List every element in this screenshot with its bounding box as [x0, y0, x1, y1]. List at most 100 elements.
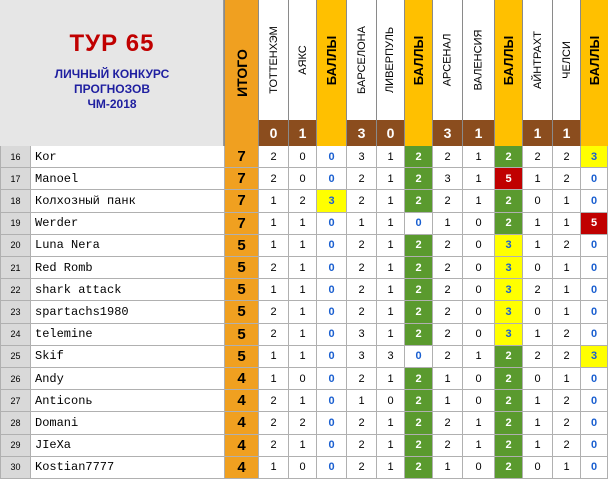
- participant-total: 5: [224, 345, 258, 368]
- match-result-cell: 1: [522, 120, 552, 146]
- points-cell: 2: [494, 146, 522, 169]
- prediction-cell: 1: [258, 234, 288, 257]
- prediction-cell: 0: [462, 368, 494, 391]
- prediction-cell: 1: [376, 412, 404, 435]
- points-cell: 0: [316, 146, 346, 169]
- participant-total: 4: [224, 368, 258, 391]
- prediction-cell: 1: [288, 323, 316, 346]
- prediction-cell: 1: [552, 279, 580, 302]
- points-cell: 2: [494, 390, 522, 413]
- prediction-cell: 2: [432, 412, 462, 435]
- points-cell: 0: [580, 323, 608, 346]
- points-cell: 0: [580, 234, 608, 257]
- prediction-cell: 3: [376, 345, 404, 368]
- participant-total: 7: [224, 190, 258, 213]
- prediction-cell: 1: [462, 434, 494, 457]
- prediction-cell: 1: [552, 301, 580, 324]
- prediction-cell: 1: [522, 323, 552, 346]
- prediction-cell: 1: [258, 368, 288, 391]
- column-header-label: БАЛЛЫ: [501, 35, 516, 85]
- prediction-cell: 1: [462, 146, 494, 169]
- prediction-cell: 0: [288, 146, 316, 169]
- prediction-cell: 2: [346, 412, 376, 435]
- prediction-cell: 2: [552, 234, 580, 257]
- participant-name: Luna Nera: [30, 234, 224, 257]
- prediction-cell: 1: [376, 190, 404, 213]
- prediction-cell: 2: [258, 146, 288, 169]
- prediction-cell: 1: [432, 368, 462, 391]
- prediction-cell: 1: [288, 279, 316, 302]
- column-header-label: ЧЕЛСИ: [560, 41, 573, 79]
- participant-name: Kor: [30, 146, 224, 169]
- prediction-cell: 2: [258, 257, 288, 280]
- points-cell: 0: [316, 412, 346, 435]
- prediction-cell: 2: [552, 390, 580, 413]
- points-cell: 2: [404, 301, 432, 324]
- row-number: 17: [0, 168, 30, 191]
- participant-name: telemine: [30, 323, 224, 346]
- result-blank-cell: [580, 120, 608, 146]
- prediction-cell: 0: [522, 301, 552, 324]
- column-header-label: БАЛЛЫ: [324, 35, 339, 85]
- prediction-cell: 0: [522, 456, 552, 479]
- prediction-cell: 2: [346, 257, 376, 280]
- column-header-label: БАЛЛЫ: [411, 35, 426, 85]
- prediction-cell: 0: [462, 390, 494, 413]
- prediction-cell: 1: [288, 345, 316, 368]
- prediction-cell: 2: [432, 234, 462, 257]
- points-cell: 3: [580, 146, 608, 169]
- title-block: ТУР 65 ЛИЧНЫЙ КОНКУРС ПРОГНОЗОВ ЧМ-2018: [0, 0, 224, 146]
- team-column-header: АЙНТРАХТ: [522, 0, 552, 120]
- participant-total: 4: [224, 390, 258, 413]
- prediction-cell: 2: [346, 434, 376, 457]
- points-cell: 2: [404, 234, 432, 257]
- row-number: 19: [0, 212, 30, 235]
- prediction-cell: 1: [376, 301, 404, 324]
- prediction-cell: 2: [258, 168, 288, 191]
- row-number: 27: [0, 390, 30, 413]
- row-number: 22: [0, 279, 30, 302]
- result-blank-cell: [316, 120, 346, 146]
- prediction-cell: 2: [552, 146, 580, 169]
- prediction-cell: 3: [432, 168, 462, 191]
- participant-total: 4: [224, 412, 258, 435]
- prediction-cell: 1: [432, 212, 462, 235]
- row-number: 23: [0, 301, 30, 324]
- participant-total: 5: [224, 279, 258, 302]
- row-number: 16: [0, 146, 30, 169]
- points-cell: 0: [316, 234, 346, 257]
- prediction-cell: 2: [258, 434, 288, 457]
- prediction-cell: 1: [288, 257, 316, 280]
- participant-total: 5: [224, 234, 258, 257]
- prediction-cell: 1: [258, 212, 288, 235]
- points-cell: 5: [494, 168, 522, 191]
- prediction-cell: 1: [376, 234, 404, 257]
- points-cell: 3: [494, 257, 522, 280]
- prediction-cell: 2: [346, 456, 376, 479]
- participant-name: spartachs1980: [30, 301, 224, 324]
- column-header-label: БАЛЛЫ: [587, 35, 602, 85]
- prediction-cell: 1: [522, 390, 552, 413]
- points-cell: 2: [494, 190, 522, 213]
- prediction-cell: 2: [346, 190, 376, 213]
- prediction-cell: 1: [376, 168, 404, 191]
- points-cell: 2: [404, 323, 432, 346]
- points-cell: 3: [494, 323, 522, 346]
- points-cell: 2: [404, 434, 432, 457]
- prediction-cell: 1: [552, 368, 580, 391]
- points-cell: 2: [404, 456, 432, 479]
- points-cell: 0: [316, 390, 346, 413]
- points-cell: 0: [580, 301, 608, 324]
- prediction-cell: 2: [432, 434, 462, 457]
- column-header-label: ЛИВЕРПУЛЬ: [384, 26, 397, 94]
- match-result-cell: 3: [432, 120, 462, 146]
- prediction-cell: 1: [258, 456, 288, 479]
- points-cell: 0: [580, 168, 608, 191]
- subtitle-line-2: ПРОГНОЗОВ: [74, 82, 150, 96]
- points-cell: 2: [404, 190, 432, 213]
- prediction-cell: 3: [346, 323, 376, 346]
- prediction-cell: 0: [376, 390, 404, 413]
- prediction-cell: 0: [462, 212, 494, 235]
- match-result-cell: 1: [552, 120, 580, 146]
- points-cell: 3: [494, 279, 522, 302]
